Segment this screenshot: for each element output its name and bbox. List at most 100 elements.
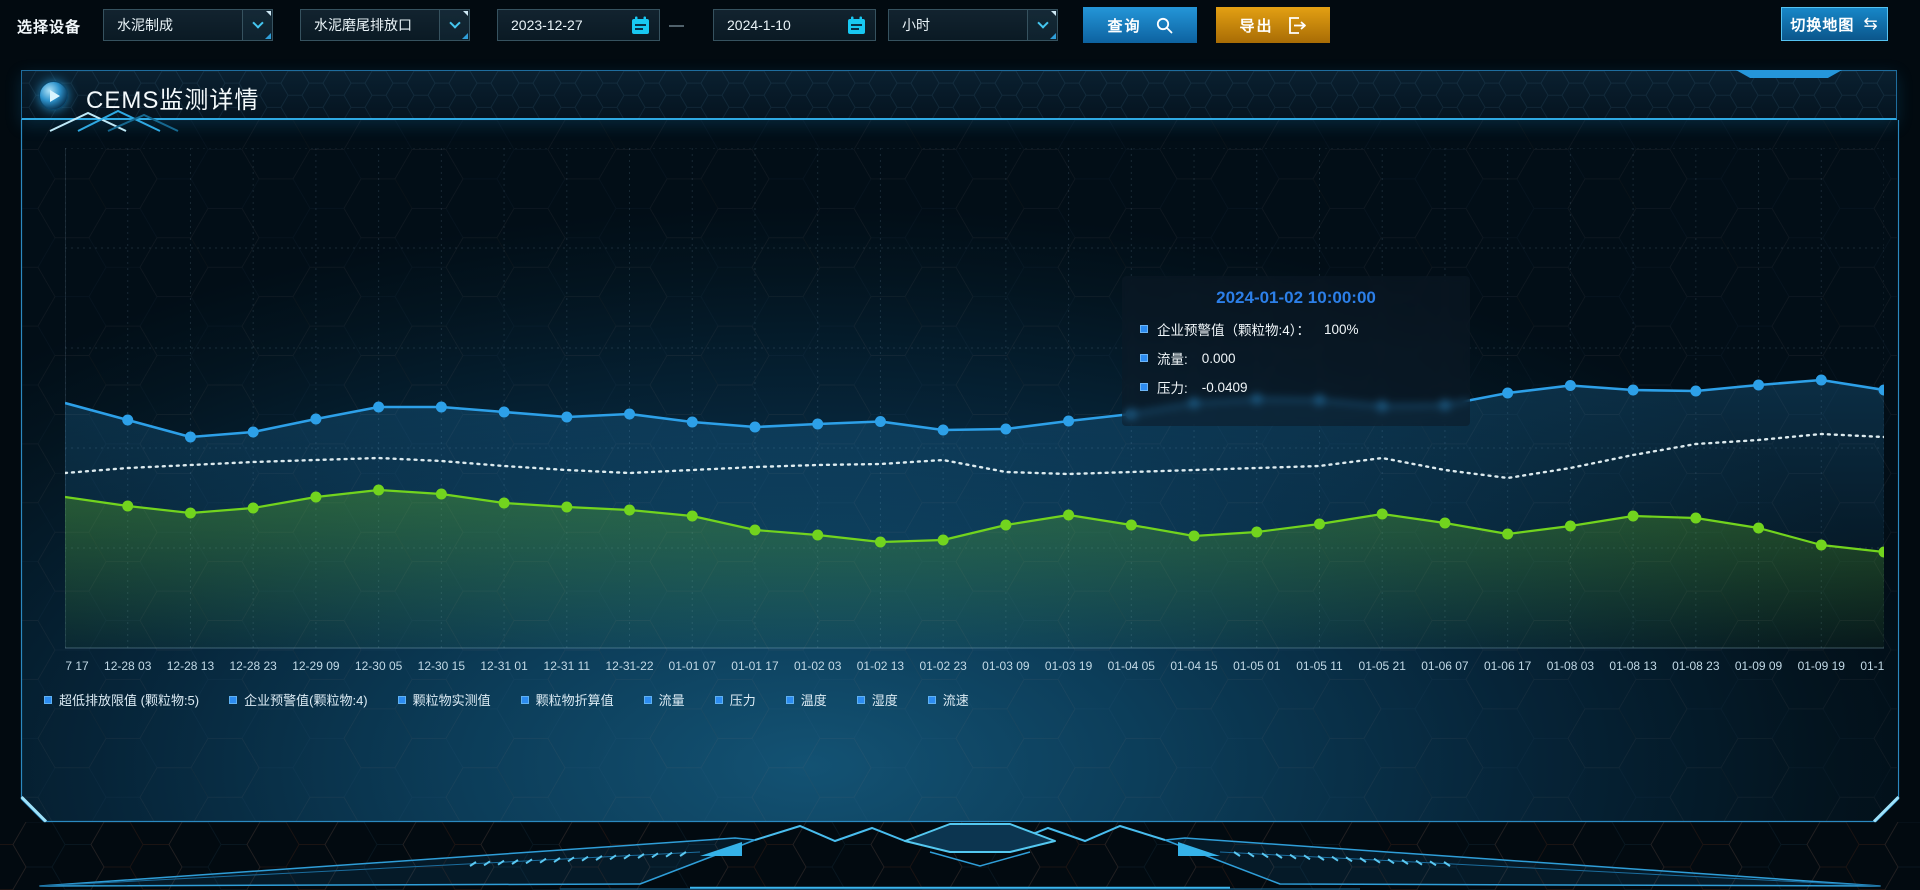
legend-label: 流量 — [658, 693, 685, 708]
legend-item[interactable]: 流速 — [927, 690, 969, 709]
switch-map-button[interactable]: 切换地图 ⇆ — [1781, 7, 1888, 41]
x-axis-tick-label: 12-30 15 — [418, 659, 466, 673]
x-axis-tick-label: 12-31 11 — [544, 659, 591, 673]
panel-titlebar: CEMS监测详情 — [21, 70, 1897, 132]
calendar-icon — [848, 16, 865, 34]
interval-select-value: 小时 — [902, 17, 930, 33]
play-icon — [39, 81, 68, 110]
device-select-label: 选择设备 — [17, 19, 82, 36]
tooltip-series-marker-icon — [1140, 325, 1148, 333]
x-axis-tick-label: 12-31-22 — [605, 659, 653, 673]
chevron-down-icon — [1027, 10, 1057, 40]
legend-label: 流速 — [942, 693, 969, 708]
tooltip-series-marker-icon — [1140, 354, 1148, 362]
x-axis-tick-label: 01-05 11 — [1296, 659, 1343, 673]
legend-label: 企业预警值(颗粒物:4) — [244, 693, 368, 708]
x-axis-tick-label: 12-27 17 — [65, 659, 89, 673]
x-axis-tick-label: 12-29 09 — [292, 659, 340, 673]
tooltip-row-label: 压力: — [1157, 381, 1188, 396]
interval-select[interactable]: 小时 — [888, 9, 1058, 41]
x-axis-tick-label: 12-28 13 — [167, 659, 215, 673]
query-button[interactable]: 查询 — [1083, 7, 1197, 43]
legend-marker-icon — [714, 695, 723, 704]
legend-item[interactable]: 超低排放限值 (颗粒物:5) — [44, 690, 199, 709]
tooltip-row-value: 100% — [1324, 321, 1359, 337]
legend-marker-icon — [643, 695, 652, 704]
x-axis-tick-label: 01-06 17 — [1484, 659, 1532, 673]
query-button-label: 查询 — [1107, 17, 1142, 35]
legend-marker-icon — [229, 695, 238, 704]
device-select-value: 水泥制成 — [117, 17, 173, 33]
cems-panel: 12-27 17 12-28 03 12-28 13 12-28 23 12-29 09… — [21, 120, 1897, 822]
legend-label: 压力 — [729, 693, 756, 708]
x-axis-tick-label: 01-09 09 — [1735, 659, 1783, 673]
legend-marker-icon — [44, 695, 52, 704]
swap-arrows-icon: ⇆ — [1863, 14, 1879, 33]
chevron-down-icon — [439, 10, 469, 40]
tooltip-series-marker-icon — [1140, 383, 1148, 391]
export-icon — [1288, 16, 1306, 34]
legend-item[interactable]: 湿度 — [856, 690, 898, 709]
tooltip-timestamp: 2024-01-02 10:00:00 — [1216, 288, 1376, 307]
export-button-label: 导出 — [1239, 17, 1274, 35]
x-axis-tick-label: 01-08 03 — [1547, 659, 1595, 673]
chevron-down-icon — [242, 10, 272, 40]
x-axis-tick-label: 01-04 05 — [1108, 659, 1156, 673]
device-select[interactable]: 水泥制成 — [103, 9, 273, 41]
x-axis-tick-label: 01-03 09 — [982, 659, 1030, 673]
start-date-value: 2023-12-27 — [511, 17, 583, 33]
titlebar-zigzag-decoration — [49, 109, 179, 132]
x-axis-tick-label: 01-01 17 — [731, 659, 779, 673]
tooltip-row: 压力: -0.0409 — [1140, 377, 1452, 397]
legend-label: 超低排放限值 (颗粒物:5) — [59, 693, 200, 708]
legend-marker-icon — [785, 695, 794, 704]
x-axis-tick-label: 01-08 13 — [1609, 659, 1657, 673]
end-date-input[interactable]: 2024-1-10 — [713, 9, 876, 41]
legend-marker-icon — [856, 695, 865, 704]
legend-item[interactable]: 流量 — [643, 690, 685, 709]
x-axis-tick-label: 01-09 19 — [1798, 659, 1846, 673]
legend-item[interactable]: 压力 — [714, 690, 756, 709]
x-axis-tick-label: 01-05 21 — [1359, 659, 1407, 673]
switch-map-label: 切换地图 — [1790, 16, 1855, 34]
x-axis-tick-label: 01-03 19 — [1045, 659, 1093, 673]
outlet-select[interactable]: 水泥磨尾排放口 — [300, 9, 470, 41]
x-axis-tick-label: 01-02 23 — [919, 659, 967, 673]
date-range-separator: — — [669, 16, 684, 34]
legend-marker-icon — [520, 695, 529, 704]
legend-marker-icon — [397, 695, 406, 704]
x-axis-tick-label: 01-06 07 — [1421, 659, 1469, 673]
legend-label: 颗粒物实测值 — [412, 693, 491, 708]
footer-decoration — [0, 822, 1920, 890]
tooltip-row-value: -0.0409 — [1201, 379, 1248, 395]
calendar-icon — [632, 16, 649, 34]
end-date-value: 2024-1-10 — [727, 17, 791, 33]
x-axis-tick-label: 01-10 05 — [1860, 659, 1884, 673]
x-axis-tick-label: 12-30 05 — [355, 659, 403, 673]
chart-tooltip: 2024-01-02 10:00:00 企业预警值（颗粒物:4）： 100% 流量:… — [1122, 276, 1470, 426]
x-axis-tick-label: 12-28 23 — [229, 659, 277, 673]
top-toolbar: 选择设备 水泥制成 水泥磨尾排放口 2023-12-27 — 2024-1-10 — [0, 0, 1920, 52]
x-axis-tick-label: 01-01 07 — [669, 659, 717, 673]
start-date-input[interactable]: 2023-12-27 — [497, 9, 660, 41]
legend-item[interactable]: 颗粒物折算值 — [520, 690, 614, 709]
tooltip-row-label: 企业预警值（颗粒物:4）： — [1157, 323, 1311, 338]
x-axis-tick-label: 01-02 03 — [794, 659, 842, 673]
x-axis-tick-label: 01-04 15 — [1170, 659, 1218, 673]
chart-legend: 超低排放限值 (颗粒物:5) 企业预警值(颗粒物:4) 颗粒物实测值 颗粒物折算值 流量… — [44, 690, 969, 709]
page-title: CEMS监测详情 — [86, 87, 260, 114]
export-button[interactable]: 导出 — [1216, 7, 1330, 43]
cems-line-chart[interactable]: 12-27 17 12-28 03 12-28 13 12-28 23 12-29 09… — [65, 148, 1884, 683]
legend-marker-icon — [927, 695, 936, 704]
tooltip-row: 企业预警值（颗粒物:4）： 100% — [1140, 319, 1452, 339]
legend-label: 颗粒物折算值 — [535, 693, 614, 708]
legend-item[interactable]: 企业预警值(颗粒物:4) — [229, 690, 368, 709]
legend-item[interactable]: 温度 — [785, 690, 827, 709]
x-axis-tick-label: 01-02 13 — [857, 659, 905, 673]
legend-item[interactable]: 颗粒物实测值 — [397, 690, 491, 709]
x-axis-tick-label: 01-08 23 — [1672, 659, 1720, 673]
x-axis-tick-label: 01-05 01 — [1233, 659, 1281, 673]
titlebar-notch-decoration — [1735, 70, 1843, 78]
legend-label: 温度 — [800, 693, 827, 708]
